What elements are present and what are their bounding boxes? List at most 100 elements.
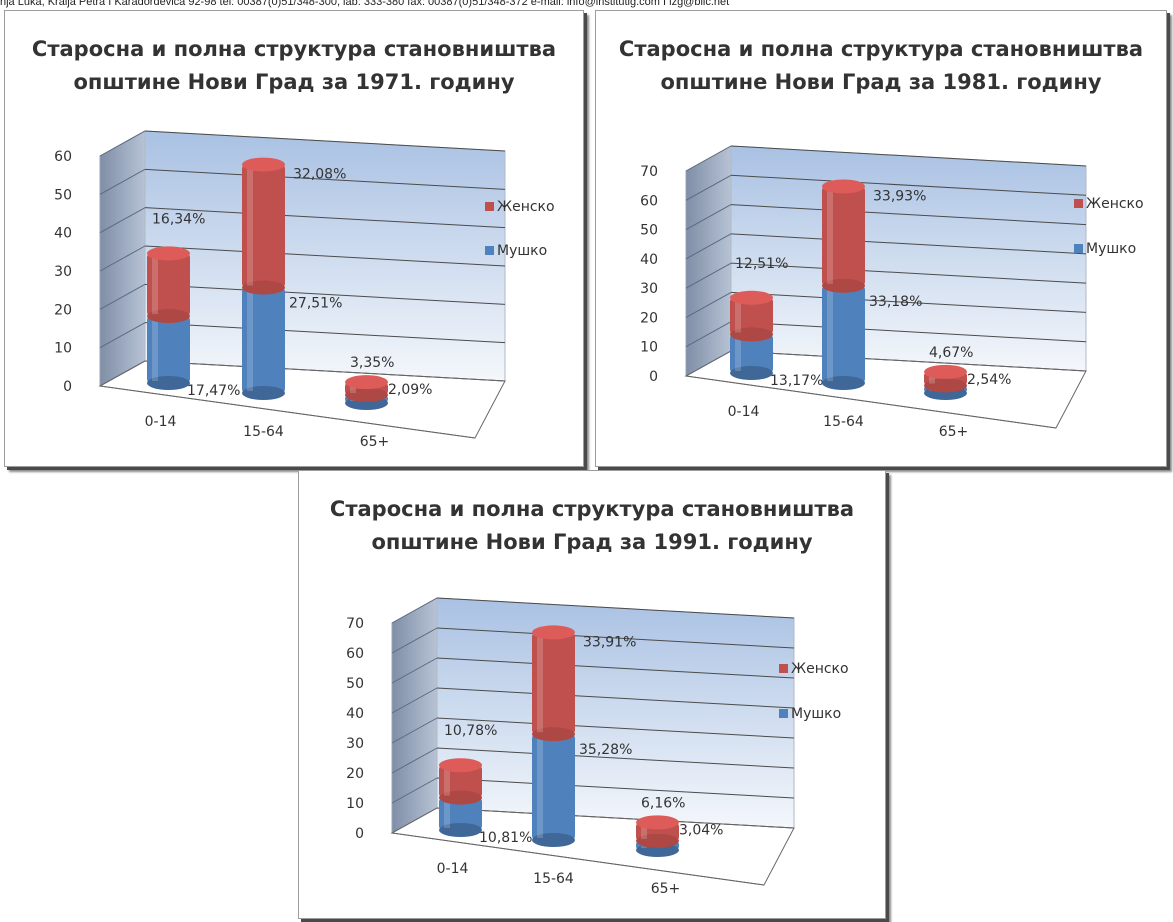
y-tick-label: 30 — [640, 281, 658, 297]
chart-panel-1971: Старосна и полна структура становништва … — [4, 10, 584, 467]
gridline — [730, 291, 1087, 313]
header-contact-strip: nja Luka, Kralja Petra I Karađorđevića 9… — [0, 0, 730, 8]
y-tick-label: 0 — [355, 826, 364, 842]
y-tick-label: 40 — [54, 226, 72, 242]
legend-label: Мушко — [1086, 241, 1136, 257]
x-tick-label: 0-14 — [728, 404, 760, 420]
legend-swatch — [779, 709, 788, 718]
chart-title-line-2: општине Нови Град за 1971. годину — [73, 70, 515, 94]
bar-male — [147, 316, 190, 383]
gridline-side — [99, 283, 146, 310]
bar-female-highlight — [827, 188, 833, 284]
gridline — [144, 283, 506, 305]
data-label-male: 2,09% — [388, 382, 432, 398]
gridline — [436, 687, 795, 709]
bar-female-top — [345, 375, 388, 390]
y-tick-label: 60 — [54, 149, 72, 165]
y-tick-label: 50 — [346, 676, 364, 692]
gridline-side — [99, 322, 146, 349]
chart-panel-1991: Старосна и полна структура становништва … — [298, 470, 886, 919]
bar-male — [242, 287, 285, 393]
bar-female-top — [532, 625, 575, 640]
bar-female — [532, 632, 575, 735]
legend-label: Женско — [791, 661, 849, 677]
y-tick-label: 0 — [63, 379, 72, 395]
chart-title: Старосна и полна структура становништва … — [596, 33, 1166, 99]
x-tick-label: 0-14 — [145, 414, 177, 430]
bar-female-highlight — [350, 384, 356, 393]
gridline — [730, 321, 1087, 343]
x-axis-line — [99, 385, 476, 439]
gridline — [730, 174, 1087, 196]
chart-title-line-2: општине Нови Град за 1981. годину — [660, 70, 1102, 94]
x-tick-label: 0-14 — [437, 861, 469, 877]
x-tick-label: 65+ — [651, 881, 681, 897]
bar-female-highlight — [537, 634, 543, 733]
chart-title-line-1: Старосна и полна структура становништва — [329, 497, 855, 521]
gridline — [144, 130, 506, 152]
gridline — [144, 322, 506, 344]
data-label-male: 33,18% — [869, 294, 922, 310]
gridline — [144, 245, 506, 267]
gridline-side — [99, 245, 146, 272]
x-tick-label: 15-64 — [243, 424, 284, 440]
bar-female — [822, 186, 865, 286]
gridline — [730, 145, 1087, 167]
gridline-side — [391, 777, 438, 804]
data-label-female: 4,67% — [929, 345, 973, 361]
bar-male-base — [439, 823, 482, 837]
bar-female-joint — [636, 833, 679, 848]
data-label-male: 27,51% — [289, 296, 342, 312]
gridline — [436, 657, 795, 679]
x-tick-label: 15-64 — [533, 871, 574, 887]
data-label-female: 6,16% — [641, 795, 685, 811]
y-tick-label: 70 — [346, 616, 364, 632]
legend-label: Женско — [497, 199, 555, 215]
y-tick-label: 30 — [54, 264, 72, 280]
data-label-male: 2,54% — [967, 372, 1011, 388]
bar-male-highlight — [735, 336, 741, 371]
x-tick-label: 65+ — [939, 424, 969, 440]
bar-male-base — [147, 376, 190, 390]
y-tick-label: 50 — [54, 187, 72, 203]
chart-plot-1971: 0 10 20 30 40 50 60 0-14 15-64 65+ 16,34% 17,47% 32,… — [54, 130, 555, 450]
bar-male — [822, 285, 865, 383]
gridline-side — [99, 168, 146, 195]
gridline — [144, 168, 506, 190]
bar-male-highlight — [152, 318, 158, 381]
gridline-side — [685, 321, 732, 348]
y-tick-label: 30 — [346, 736, 364, 752]
back-wall — [436, 597, 795, 829]
chart-title-line-1: Старосна и полна структура становништва — [618, 37, 1144, 61]
legend-label: Женско — [1086, 196, 1144, 212]
gridline-side — [685, 174, 732, 201]
bar-male-highlight — [444, 799, 450, 828]
x-axis-line — [391, 832, 765, 886]
bar-female-top — [147, 246, 190, 261]
gridline — [730, 262, 1087, 284]
gridline-side — [99, 207, 146, 234]
gridline — [436, 777, 795, 799]
gridline — [436, 747, 795, 769]
bar-female-joint — [730, 327, 773, 342]
chart-plot-1991: 0 10 20 30 40 50 60 70 0-14 15-64 65+ 10,78% 10,81% 3… — [346, 597, 849, 897]
chart-title-line-2: општине Нови Град за 1991. годину — [371, 530, 813, 554]
legend-swatch — [485, 202, 494, 211]
y-tick-label: 40 — [346, 706, 364, 722]
gridline-side — [685, 233, 732, 260]
bar-female-highlight — [641, 824, 647, 839]
y-tick-label: 60 — [640, 193, 658, 209]
gridline-side — [685, 262, 732, 289]
gridline-side — [391, 747, 438, 774]
bar-female — [242, 164, 285, 288]
bar-male-highlight — [537, 736, 543, 838]
y-tick-label: 20 — [640, 310, 658, 326]
data-label-male: 17,47% — [187, 383, 240, 399]
chart-plot-1981: 0 10 20 30 40 50 60 70 0-14 15-64 65+ 12,51% 13,17% 3… — [640, 145, 1144, 440]
data-label-female: 12,51% — [735, 256, 788, 272]
bar-female-joint — [439, 790, 482, 805]
data-label-female: 16,34% — [152, 211, 205, 227]
bar-female — [439, 765, 482, 798]
y-tick-label: 60 — [346, 646, 364, 662]
bar-female-joint — [345, 387, 388, 402]
